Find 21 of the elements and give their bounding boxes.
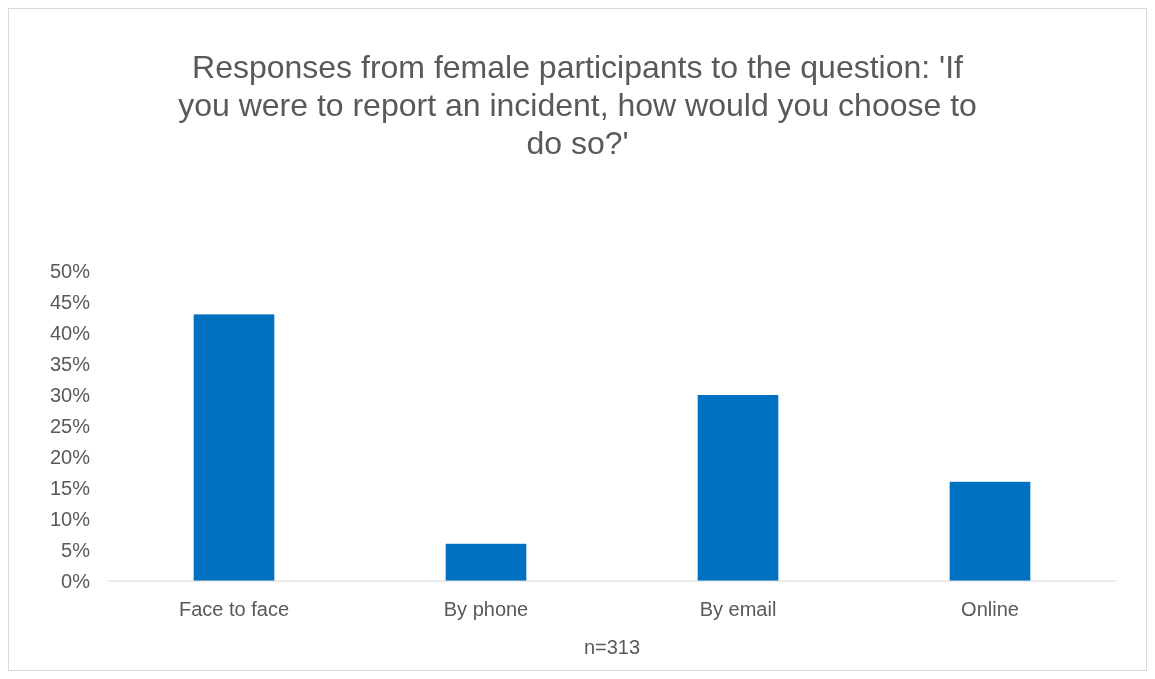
y-tick-label: 35% — [49, 353, 91, 375]
y-tick-label: 15% — [49, 477, 91, 499]
bar — [949, 481, 1031, 581]
y-tick-label: 10% — [49, 508, 91, 530]
x-tick-label: By email — [699, 598, 777, 620]
x-tick-label: Face to face — [178, 598, 290, 620]
x-tick-label: By phone — [443, 598, 529, 620]
y-tick-label: 25% — [49, 415, 91, 437]
y-tick-label: 0% — [61, 570, 91, 592]
y-tick-label: 40% — [49, 322, 91, 344]
bar — [697, 395, 779, 581]
y-tick-label: 30% — [49, 384, 91, 406]
y-tick-label: 45% — [49, 291, 91, 313]
x-axis-title: n=313 — [583, 636, 641, 658]
y-tick-label: 5% — [61, 539, 91, 561]
bar — [445, 543, 527, 581]
x-tick-label: Online — [961, 598, 1019, 620]
bar — [193, 314, 275, 581]
chart-title: Responses from female participants to the question: 'If you were to report an incident, how would you choose to do so?' — [178, 49, 977, 161]
y-tick-label: 20% — [49, 446, 91, 468]
y-tick-label: 50% — [49, 260, 91, 282]
